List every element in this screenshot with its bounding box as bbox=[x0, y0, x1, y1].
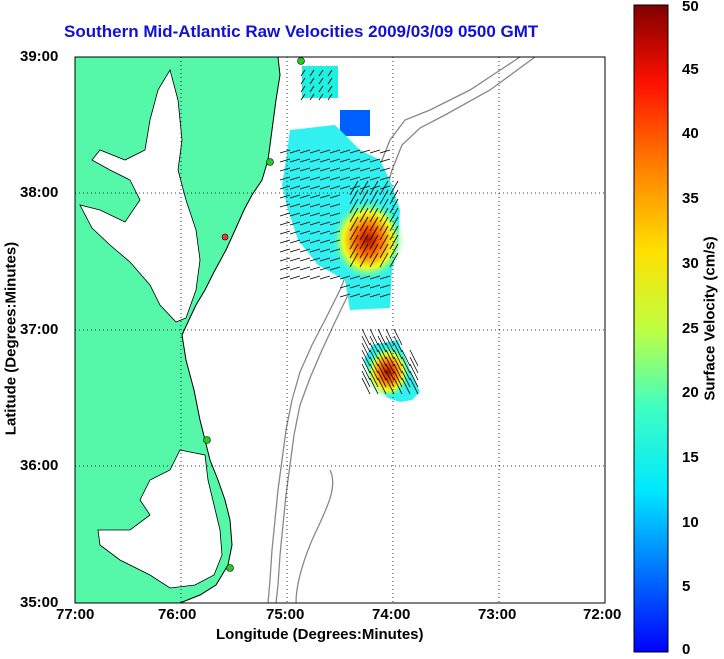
colorbar-tick-label: 0 bbox=[682, 641, 691, 658]
colorbar-tick-label: 5 bbox=[682, 578, 691, 596]
colorbar-tick-label: 45 bbox=[682, 60, 699, 78]
y-tick-label: 36:00 bbox=[20, 457, 59, 474]
colorbar bbox=[633, 4, 669, 653]
x-tick-label: 72:00 bbox=[583, 606, 622, 623]
x-tick-label: 75:00 bbox=[266, 606, 305, 623]
colorbar-tick-label: 30 bbox=[682, 254, 699, 272]
colorbar-label: Surface Velocity (cm/s) bbox=[701, 236, 719, 401]
chesapeake-bay bbox=[79, 68, 201, 323]
bathymetry-contours bbox=[267, 56, 536, 604]
colorbar-tick-label: 25 bbox=[682, 319, 699, 337]
y-tick-label: 37:00 bbox=[20, 321, 59, 338]
pamlico-sound bbox=[97, 449, 223, 589]
colorbar-tick-label: 15 bbox=[682, 448, 699, 466]
grid-lines bbox=[75, 57, 605, 603]
colorbar-tick-label: 40 bbox=[682, 125, 699, 143]
colorbar-tick-label: 10 bbox=[682, 513, 699, 531]
y-tick-label: 39:00 bbox=[20, 48, 59, 65]
colorbar-tick-label: 35 bbox=[682, 190, 699, 208]
x-tick-label: 77:00 bbox=[56, 606, 95, 623]
x-axis-label: Longitude (Degrees:Minutes) bbox=[216, 626, 424, 643]
x-tick-label: 73:00 bbox=[478, 606, 517, 623]
colorbar-tick-label: 50 bbox=[682, 0, 699, 15]
y-axis-label: Latitude (Degrees:Minutes) bbox=[2, 241, 20, 436]
y-tick-label: 35:00 bbox=[20, 594, 59, 611]
velocity-vectors bbox=[279, 69, 419, 395]
map-title: Southern Mid-Atlantic Raw Velocities 200… bbox=[64, 22, 539, 41]
colorbar-tick-label: 20 bbox=[682, 384, 699, 402]
x-tick-label: 76:00 bbox=[158, 606, 197, 623]
y-tick-label: 38:00 bbox=[20, 184, 59, 201]
x-tick-label: 74:00 bbox=[372, 606, 411, 623]
plot-frame bbox=[74, 56, 606, 604]
